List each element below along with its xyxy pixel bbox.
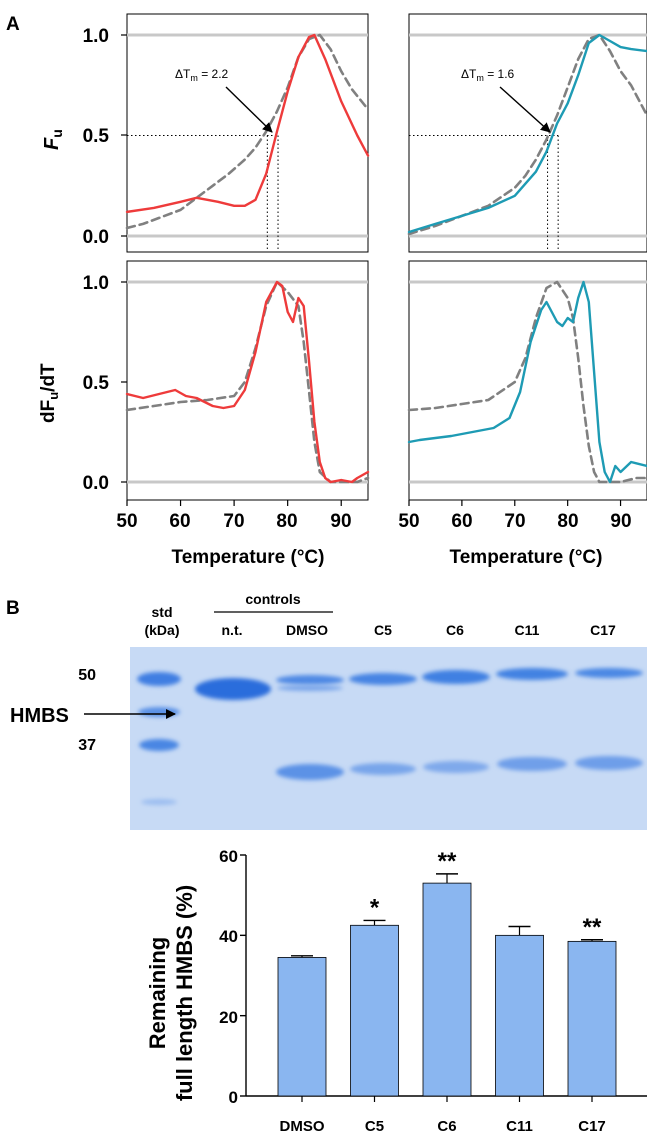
ladder-band-low: [141, 799, 177, 805]
bar: [567, 940, 617, 1097]
bottom-y-tick-labels: 1.0 0.5 0.0: [83, 273, 110, 494]
x-tick-labels-right: 50 60 70 80 90: [398, 511, 631, 532]
series-line-treated: [407, 280, 647, 484]
series-line-control: [407, 280, 647, 484]
plot-frame-top-left: [126, 13, 369, 253]
delta-tm-annotation-right: ΔTm = 1.6: [461, 67, 515, 83]
series-line-treated: [407, 33, 647, 234]
annotation-arrow-left: [225, 86, 273, 133]
plot-top-right: [407, 33, 647, 252]
bar-y-tick-label: 0: [229, 1088, 238, 1107]
y-tick-label: 1.0: [83, 26, 109, 47]
std-unit-label: (kDa): [144, 622, 179, 638]
x-tick-label: 90: [330, 511, 351, 532]
x-tick-label: 90: [610, 511, 631, 532]
hmbs-band-c6: [422, 670, 490, 684]
ladder-band-37: [139, 739, 179, 751]
x-tick-labels-left: 50 60 70 80 90: [116, 511, 351, 532]
y-tick-label: 0.5: [83, 126, 110, 147]
lane-label-c6: C6: [446, 622, 464, 638]
gel-lane-labels: n.t. DMSO C5 C6 C11 C17: [222, 622, 617, 638]
bar-y-tick-label: 60: [219, 847, 238, 866]
bar-category-label: C17: [578, 1118, 606, 1135]
y-tick-label: 0.0: [83, 227, 109, 248]
x-axis-title-right: Temperature (°C): [450, 547, 603, 568]
bar-category-label: DMSO: [280, 1118, 325, 1135]
bar: [495, 934, 544, 1097]
hmbs-band-dmso: [276, 675, 344, 685]
plot-top-left: [125, 33, 370, 252]
ladder-band-mid: [138, 707, 180, 717]
series-line-control: [407, 33, 647, 236]
plot-bottom-right: [407, 280, 647, 506]
bar-ylabel-line1: Remaining: [145, 937, 170, 1049]
controls-label: controls: [245, 591, 300, 607]
bar-y-tick-label: 20: [219, 1008, 238, 1027]
bar-y-tick-labels: 60 40 20 0: [219, 847, 238, 1107]
bar-category-label: C11: [506, 1118, 533, 1135]
bar-ylabel-line2: full length HMBS (%): [172, 885, 197, 1101]
ladder-band-50: [137, 672, 181, 686]
hmbs-band-c17: [575, 668, 643, 678]
x-tick-label: 60: [451, 511, 472, 532]
hmbs-band-c11: [496, 668, 568, 680]
series-line-treated: [125, 33, 370, 214]
delta-tm-annotation-left: ΔTm = 2.2: [175, 67, 229, 83]
fragment-band-c5: [350, 763, 416, 775]
hmbs-band-c5: [349, 673, 417, 685]
x-tick-label: 70: [223, 511, 244, 532]
x-tick-label: 80: [557, 511, 578, 532]
hmbs-band-nt: [195, 678, 271, 700]
y-axis-ticks: [121, 34, 127, 483]
panel-b-letter: B: [6, 598, 20, 619]
fragment-band-c17: [575, 756, 643, 770]
panel-a-bottom-ylabel: dFu/dT: [38, 363, 61, 423]
bar-category-label: C5: [365, 1118, 384, 1135]
bar: [422, 882, 472, 1097]
lane-label-nt: n.t.: [222, 622, 243, 638]
x-tick-label: 50: [116, 511, 137, 532]
plot-frame-bottom-left: [126, 260, 369, 501]
significance-marker: *: [370, 894, 380, 921]
bar: [350, 924, 399, 1097]
x-tick-label: 80: [276, 511, 297, 532]
y-tick-label: 0.0: [83, 473, 109, 494]
x-axis-title-left: Temperature (°C): [172, 547, 325, 568]
marker-label-50: 50: [78, 667, 96, 684]
top-y-tick-labels: 1.0 0.5 0.0: [83, 26, 110, 248]
lane-label-c17: C17: [590, 622, 616, 638]
series-line-treated: [125, 280, 370, 484]
bar: [277, 957, 327, 1097]
fragment-band-c6: [423, 761, 489, 773]
lane-label-dmso: DMSO: [286, 622, 328, 638]
plot-frame-bottom-right: [408, 260, 647, 501]
gel-image: [130, 647, 647, 830]
significance-marker: **: [438, 848, 457, 875]
y-tick-label: 0.5: [83, 373, 110, 394]
hmbs-band-dmso-lower: [277, 685, 343, 691]
series-line-control: [125, 33, 370, 230]
hmbs-band-label: HMBS: [10, 705, 69, 727]
x-tick-label: 50: [398, 511, 419, 532]
plot-frame-top-right: [408, 13, 647, 253]
fragment-band-c11: [497, 757, 567, 771]
bar-chart: DMSO C5 * C6 ** C11 C17 **: [240, 848, 647, 1135]
panel-a-letter: A: [6, 14, 20, 35]
marker-label-37: 37: [78, 737, 96, 754]
lane-label-c11: C11: [515, 622, 540, 638]
lane-label-c5: C5: [374, 622, 392, 638]
plot-bottom-left: [125, 280, 370, 506]
significance-marker: **: [583, 914, 602, 941]
panel-a-top-ylabel: Fu: [41, 129, 65, 150]
y-tick-label: 1.0: [83, 273, 109, 294]
std-label: std: [152, 604, 173, 620]
bar-y-tick-label: 40: [219, 927, 238, 946]
fragment-band-dmso: [276, 764, 344, 780]
x-tick-label: 60: [169, 511, 190, 532]
bar-category-label: C6: [437, 1118, 456, 1135]
x-tick-label: 70: [504, 511, 525, 532]
annotation-arrow-right: [499, 86, 551, 133]
